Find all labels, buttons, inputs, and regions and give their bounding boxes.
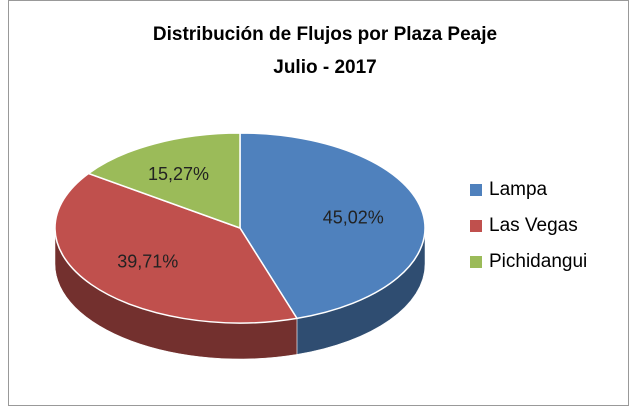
data-label: 39,71% [117, 252, 178, 272]
pie-slice [239, 132, 426, 320]
pie-slice [54, 172, 299, 324]
pie-slice [86, 132, 241, 230]
legend-swatch [470, 256, 482, 268]
data-label: 15,27% [148, 164, 209, 184]
chart-title: Distribución de Flujos por Plaza Peaje [153, 24, 497, 45]
legend-label: Lampa [489, 179, 548, 200]
legend-swatch [470, 184, 482, 196]
legend-label: Pichidangui [489, 251, 587, 272]
legend-swatch [470, 220, 482, 232]
chart-subtitle: Julio - 2017 [273, 57, 377, 78]
legend-label: Las Vegas [489, 215, 578, 236]
data-label: 45,02% [323, 208, 384, 228]
